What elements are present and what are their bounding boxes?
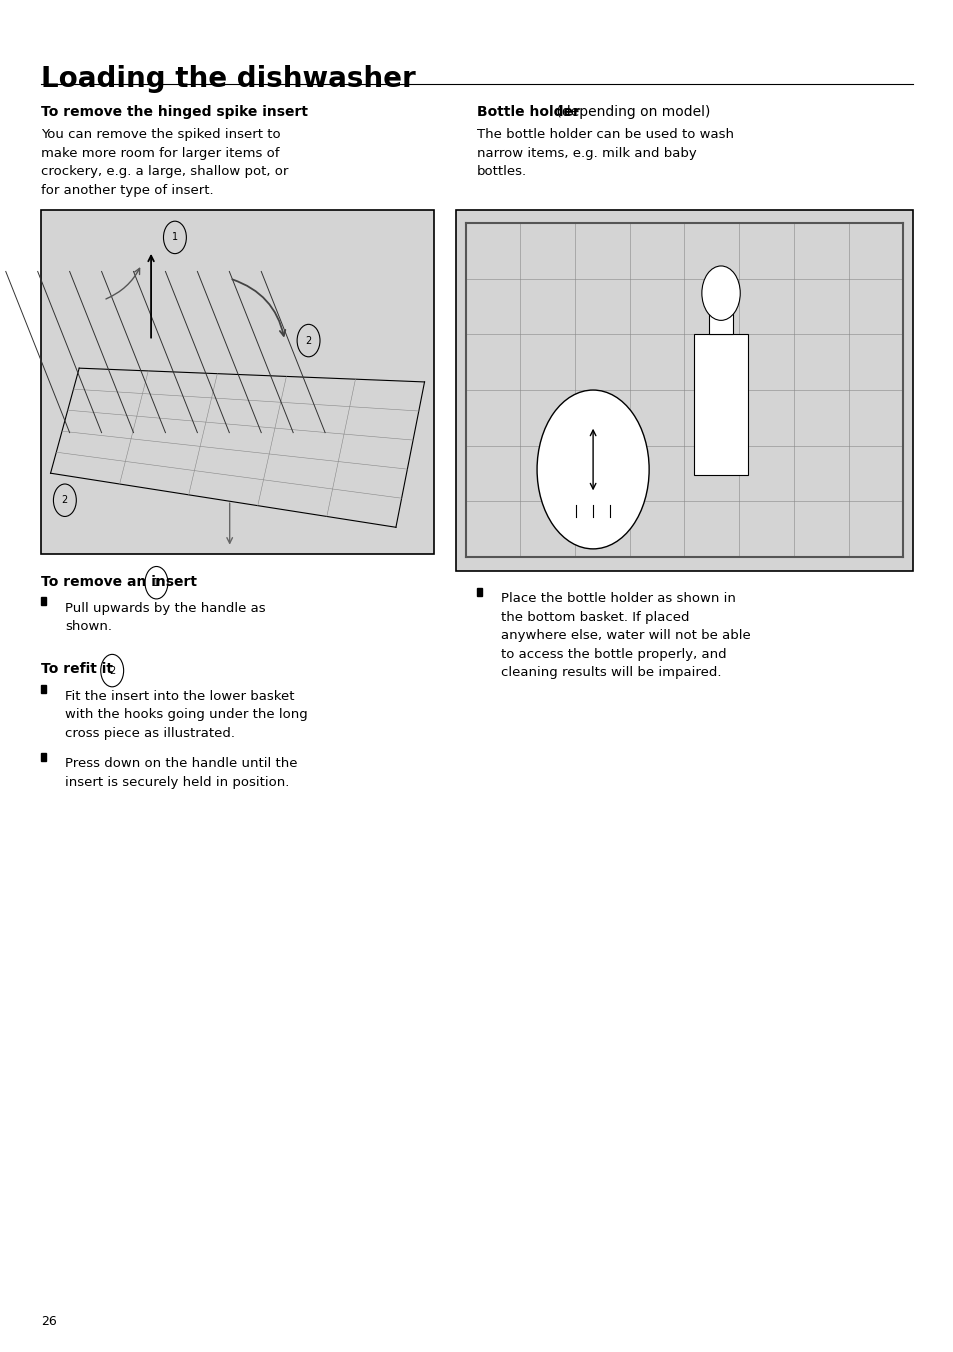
Bar <box>456 210 912 571</box>
Text: To remove the hinged spike insert: To remove the hinged spike insert <box>41 105 308 119</box>
Text: 2: 2 <box>109 665 115 676</box>
Text: Pull upwards by the handle as
shown.: Pull upwards by the handle as shown. <box>65 602 265 633</box>
Text: Press down on the handle until the
insert is securely held in position.: Press down on the handle until the inser… <box>65 757 297 788</box>
Bar <box>693 334 748 476</box>
Text: 2: 2 <box>305 335 312 346</box>
Bar <box>708 300 733 334</box>
Text: 2: 2 <box>62 495 68 506</box>
Bar <box>41 685 46 694</box>
Bar <box>476 588 481 596</box>
Bar <box>41 753 46 761</box>
Text: Bottle holder: Bottle holder <box>476 105 579 119</box>
Text: To refit it: To refit it <box>41 662 118 676</box>
Text: 26: 26 <box>41 1314 57 1328</box>
Circle shape <box>537 389 648 549</box>
Text: 1: 1 <box>153 577 159 588</box>
Circle shape <box>701 266 740 320</box>
Text: To remove an insert: To remove an insert <box>41 575 202 588</box>
Text: Loading the dishwasher: Loading the dishwasher <box>41 65 416 93</box>
Text: The bottle holder can be used to wash
narrow items, e.g. milk and baby
bottles.: The bottle holder can be used to wash na… <box>476 128 733 178</box>
Text: You can remove the spiked insert to
make more room for larger items of
crockery,: You can remove the spiked insert to make… <box>41 128 288 197</box>
Text: Fit the insert into the lower basket
with the hooks going under the long
cross p: Fit the insert into the lower basket wit… <box>65 690 307 740</box>
Text: 1: 1 <box>172 233 178 242</box>
Bar <box>41 598 46 606</box>
Text: Place the bottle holder as shown in
the bottom basket. If placed
anywhere else, : Place the bottle holder as shown in the … <box>500 592 750 679</box>
Bar <box>41 210 434 554</box>
Text: (depending on model): (depending on model) <box>552 105 710 119</box>
